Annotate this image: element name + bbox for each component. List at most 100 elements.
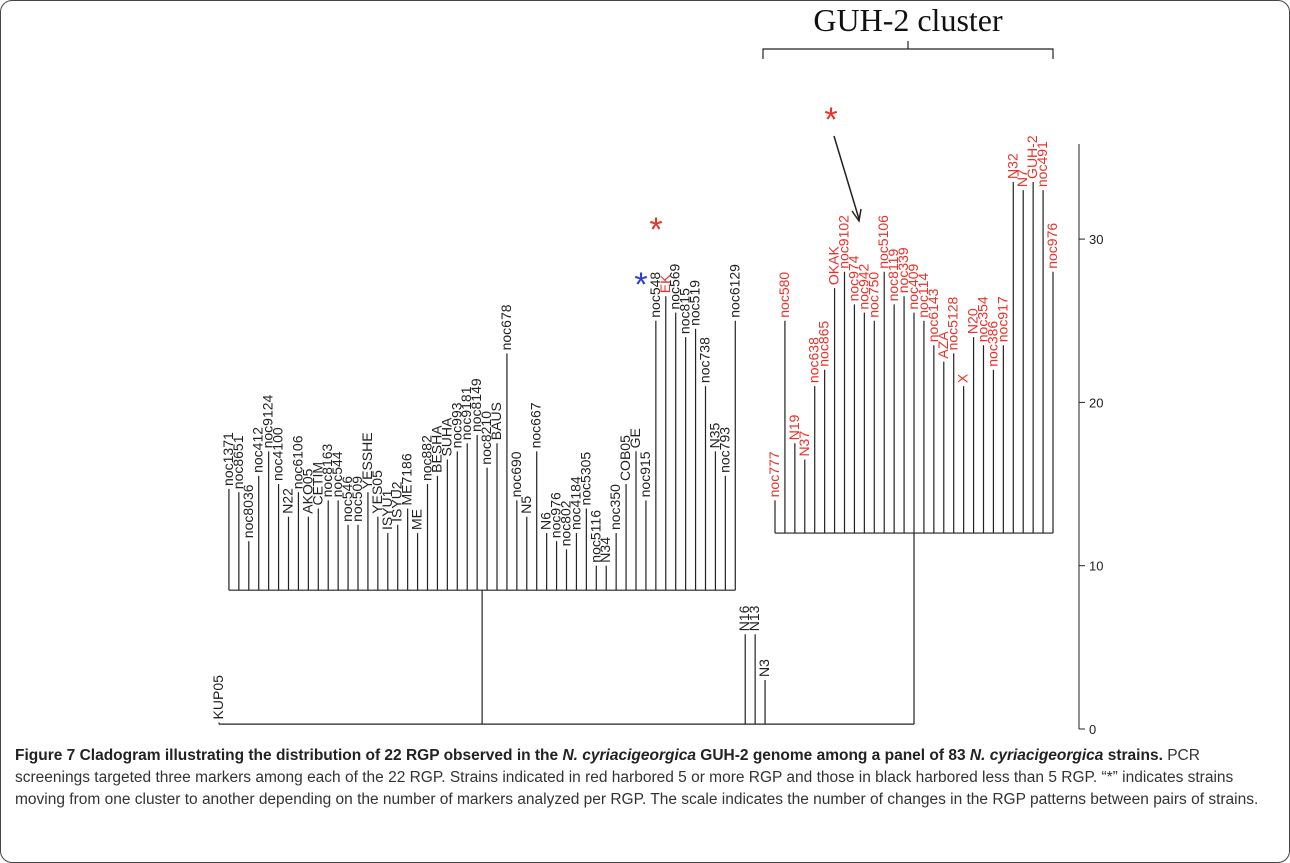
leaf-label: GUH-2 xyxy=(1024,135,1040,179)
leaf-label: noc519 xyxy=(687,280,703,326)
leaf-label: N20 xyxy=(965,308,981,334)
leaf-label: noc1371 xyxy=(220,432,236,486)
caption: Figure 7 Cladogram illustrating the dist… xyxy=(15,745,1277,811)
leaf-label: noc9181 xyxy=(458,386,474,440)
leaf-label: N5 xyxy=(518,496,534,514)
caption-title: Figure 7 Cladogram illustrating the dist… xyxy=(15,747,1163,764)
leaf-label: ME xyxy=(409,509,425,530)
leaf-label: noc339 xyxy=(895,247,911,293)
arrow-head xyxy=(851,208,862,223)
caption-text: N. cyriacigeorgica xyxy=(562,747,696,764)
arrow xyxy=(833,135,860,220)
leaf-label: noc8163 xyxy=(319,443,335,497)
leaf-label: N16 xyxy=(736,605,752,631)
cluster-bracket xyxy=(762,41,1054,59)
leaf-label: X xyxy=(955,373,971,383)
leaf-label: noc5106 xyxy=(875,215,891,269)
leaf-label: noc915 xyxy=(637,451,653,497)
leaf-label: N22 xyxy=(280,488,296,514)
leaf-label: AKO05 xyxy=(299,468,315,513)
leaf-label: noc8119 xyxy=(885,249,901,302)
caption-body: PCR screenings targeted three markers am… xyxy=(15,747,1259,808)
leaf-label: noc8210 xyxy=(478,411,494,465)
leaf-label: ME7186 xyxy=(399,453,415,505)
leaf-label: AZA xyxy=(935,331,951,359)
leaf-label: noc750 xyxy=(865,272,881,318)
cluster-label: GUH-2 cluster xyxy=(813,2,1003,38)
leaf-label: YESSHE xyxy=(359,432,375,489)
leaf-label: N32 xyxy=(1004,153,1020,179)
leaf-label: N34 xyxy=(597,537,613,563)
leaf-label: noc8651 xyxy=(230,435,246,489)
leaf-label: GE xyxy=(627,428,643,448)
leaf-label: noc386 xyxy=(984,321,1000,367)
leaf-label: EK xyxy=(657,274,673,293)
leaf-label: noc777 xyxy=(766,451,782,497)
scale-label: 10 xyxy=(1089,559,1103,574)
leaf-label: noc667 xyxy=(528,402,544,448)
leaf-label: COB05 xyxy=(617,435,633,481)
scale-label: 30 xyxy=(1089,232,1103,247)
leaf-label: noc6106 xyxy=(289,435,305,489)
leaf-label: N35 xyxy=(706,422,722,448)
leaf-label: N19 xyxy=(786,414,802,440)
leaf-label: noc6129 xyxy=(726,264,742,318)
leaf-label: noc350 xyxy=(607,484,623,530)
leaf-label: noc8036 xyxy=(240,484,256,538)
scale-label: 0 xyxy=(1089,722,1096,737)
caption-text: GUH-2 genome among a panel of 83 xyxy=(696,747,970,764)
leaf-label: noc976 xyxy=(1044,223,1060,269)
scale-label: 20 xyxy=(1089,395,1103,410)
leaf-label: noc580 xyxy=(776,272,792,318)
leaf-label: noc569 xyxy=(667,263,683,309)
leaf-label: noc509 xyxy=(349,476,365,522)
leaf-label: noc802 xyxy=(558,500,574,546)
asterisk: * xyxy=(649,211,662,249)
leaf-label: ISYU2 xyxy=(389,481,405,522)
leaf-label: noc5128 xyxy=(945,296,961,350)
leaf-label: noc9102 xyxy=(836,215,852,269)
leaf-label: ISYU1 xyxy=(379,489,395,530)
cladogram: GUH-2 cluster * * * 0102030KUP05noc1371n… xyxy=(210,2,1103,737)
leaf-label: noc974 xyxy=(845,255,861,301)
leaf-label: noc548 xyxy=(647,272,663,318)
leaf-label: noc412 xyxy=(250,427,266,473)
leaf-label: noc354 xyxy=(975,296,991,342)
leaf-label: KUP05 xyxy=(210,675,226,720)
leaf-label: noc793 xyxy=(716,427,732,473)
leaf-label: BESHA xyxy=(428,425,444,473)
leaf-label: noc5116 xyxy=(587,510,603,563)
leaf-label: noc4184 xyxy=(567,476,583,530)
caption-text: N. cyriacigeorgica xyxy=(969,747,1104,764)
leaf-label: noc738 xyxy=(697,337,713,383)
leaf-label: noc976 xyxy=(548,492,564,538)
leaf-label: noc942 xyxy=(855,263,871,309)
leaf-label: BAUS xyxy=(488,402,504,440)
leaf-label: noc638 xyxy=(806,337,822,383)
asterisk: * xyxy=(824,101,837,139)
leaf-label: noc815 xyxy=(677,288,693,334)
caption-text: strains. xyxy=(1103,747,1163,764)
leaf-label: noc5305 xyxy=(577,452,593,506)
leaf-label: noc882 xyxy=(419,435,435,481)
leaf-label: noc993 xyxy=(448,402,464,448)
leaf-label: noc409 xyxy=(905,263,921,309)
leaf-label: noc4100 xyxy=(270,427,286,481)
leaf-label: noc491 xyxy=(1034,141,1050,187)
leaf-label: SUHA xyxy=(438,417,454,457)
leaf-label: noc6143 xyxy=(925,288,941,342)
leaf-label: CETIM xyxy=(309,462,325,506)
leaf-label: OKAK xyxy=(826,246,842,286)
leaf-label: N37 xyxy=(796,431,812,457)
leaf-label: noc690 xyxy=(508,451,524,497)
leaf-label: noc544 xyxy=(329,451,345,497)
leaf-label: noc8149 xyxy=(468,378,484,432)
leaf-label: N3 xyxy=(756,659,772,677)
caption-text: Figure 7 Cladogram illustrating the dist… xyxy=(15,747,563,764)
leaf-label: YES05 xyxy=(369,470,385,514)
asterisk: * xyxy=(634,266,647,304)
leaf-label: noc114 xyxy=(915,273,931,318)
leaf-label: noc917 xyxy=(994,296,1010,342)
leaf-label: noc9124 xyxy=(260,394,276,448)
